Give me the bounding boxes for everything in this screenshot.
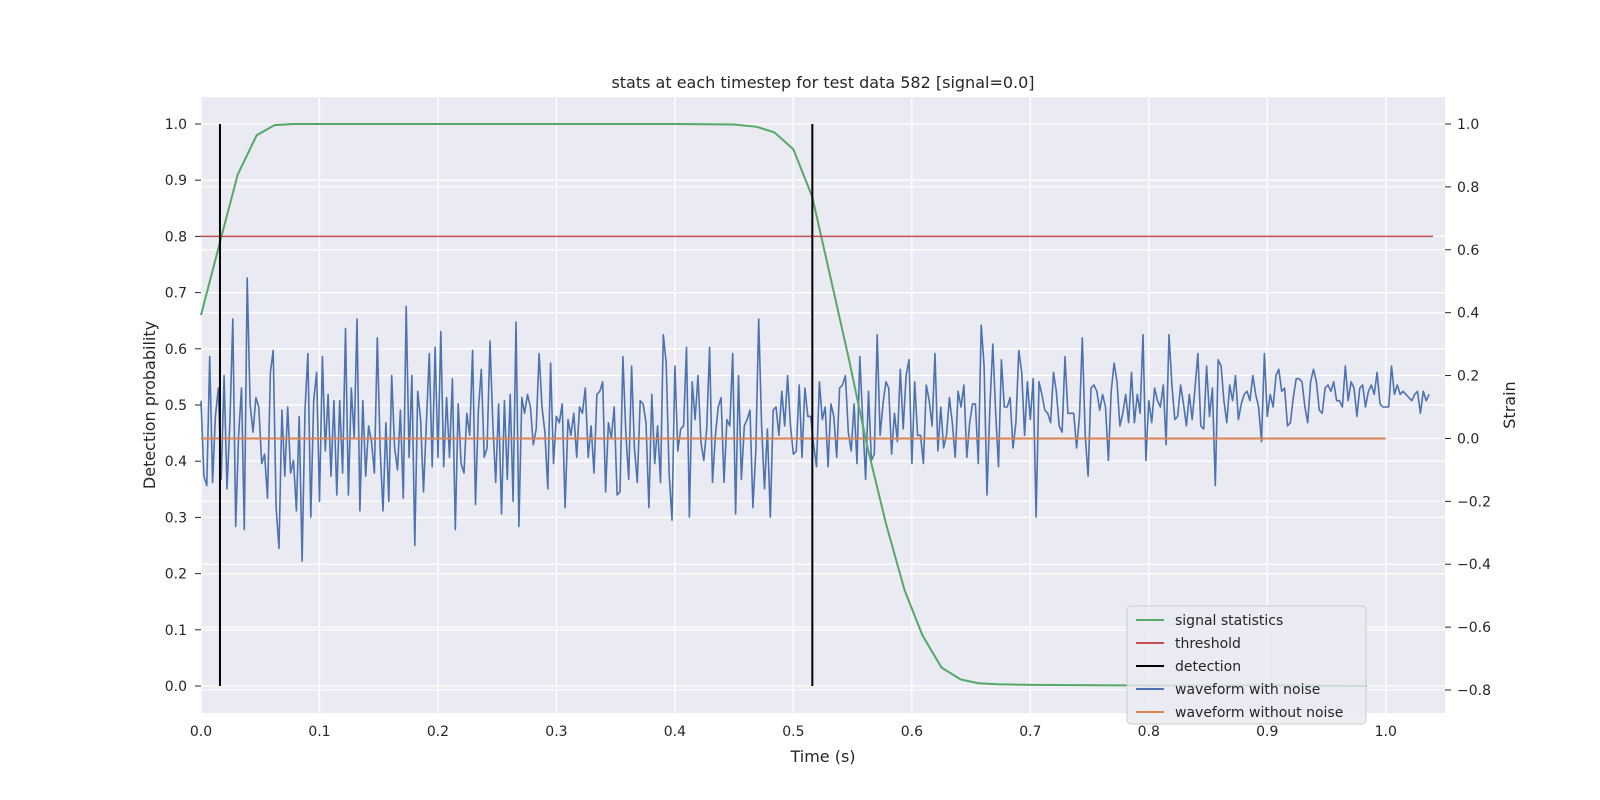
y-right-tick-label: 0.2 — [1457, 369, 1479, 385]
chart-title: stats at each timestep for test data 582… — [611, 73, 1034, 92]
y-right-tick-label: −0.2 — [1457, 494, 1491, 510]
y-left-tick-label: 0.6 — [165, 342, 187, 358]
x-tick-label: 0.0 — [190, 724, 212, 740]
y-right-tick-label: 0.6 — [1457, 243, 1479, 259]
x-tick-label: 0.7 — [1019, 724, 1041, 740]
y-right-tick-label: −0.8 — [1457, 683, 1491, 699]
x-axis-label: Time (s) — [789, 747, 855, 766]
x-tick-label: 0.1 — [308, 724, 330, 740]
x-tick-label: 0.3 — [545, 724, 567, 740]
y-right-tick-label: 0.4 — [1457, 306, 1479, 322]
y-left-tick-label: 0.8 — [165, 229, 187, 245]
legend: signal statistics threshold detection wavef… — [1126, 605, 1367, 725]
x-tick-label: 1.0 — [1375, 724, 1397, 740]
legend-label: signal statistics — [1175, 613, 1283, 629]
y-axis-left-label: Detection probability — [140, 321, 159, 489]
y-left-tick-label: 0.5 — [165, 398, 187, 414]
series-waveform-with-noise — [200, 277, 1430, 562]
series-layer — [200, 123, 1434, 687]
x-tick-label: 0.6 — [901, 724, 923, 740]
y-right-tick-label: −0.6 — [1457, 620, 1491, 636]
y-left-tick-label: 0.0 — [165, 679, 187, 695]
y-axis-right-label: Strain — [1500, 381, 1519, 428]
legend-label: threshold — [1175, 636, 1241, 652]
x-tick-label: 0.4 — [664, 724, 686, 740]
y-right-tick-label: −0.4 — [1457, 557, 1491, 573]
y-left-tick-label: 1.0 — [165, 117, 187, 133]
x-tick-label: 0.5 — [782, 724, 804, 740]
y-left-tick-label: 0.1 — [165, 623, 187, 639]
legend-label: detection — [1175, 659, 1241, 675]
y-right-tick-label: 0.8 — [1457, 180, 1479, 196]
y-left-tick-label: 0.3 — [165, 510, 187, 526]
axes-layer: 0.0 0.1 0.2 0.3 0.4 0.5 0.6 0.7 0.8 0.9 1.0 0.0 0.1 0… — [165, 117, 1491, 740]
x-tick-label: 0.9 — [1256, 724, 1278, 740]
y-left-tick-label: 0.4 — [165, 454, 187, 470]
x-tick-label: 0.2 — [427, 724, 449, 740]
legend-label: waveform without noise — [1175, 705, 1343, 721]
y-right-tick-label: 0.0 — [1457, 431, 1479, 447]
x-tick-label: 0.8 — [1138, 724, 1160, 740]
legend-box — [1126, 605, 1367, 725]
y-left-tick-label: 0.2 — [165, 567, 187, 583]
legend-label: waveform with noise — [1175, 682, 1320, 698]
y-left-tick-label: 0.9 — [165, 173, 187, 189]
y-right-tick-label: 1.0 — [1457, 117, 1479, 133]
y-left-tick-label: 0.7 — [165, 286, 187, 302]
